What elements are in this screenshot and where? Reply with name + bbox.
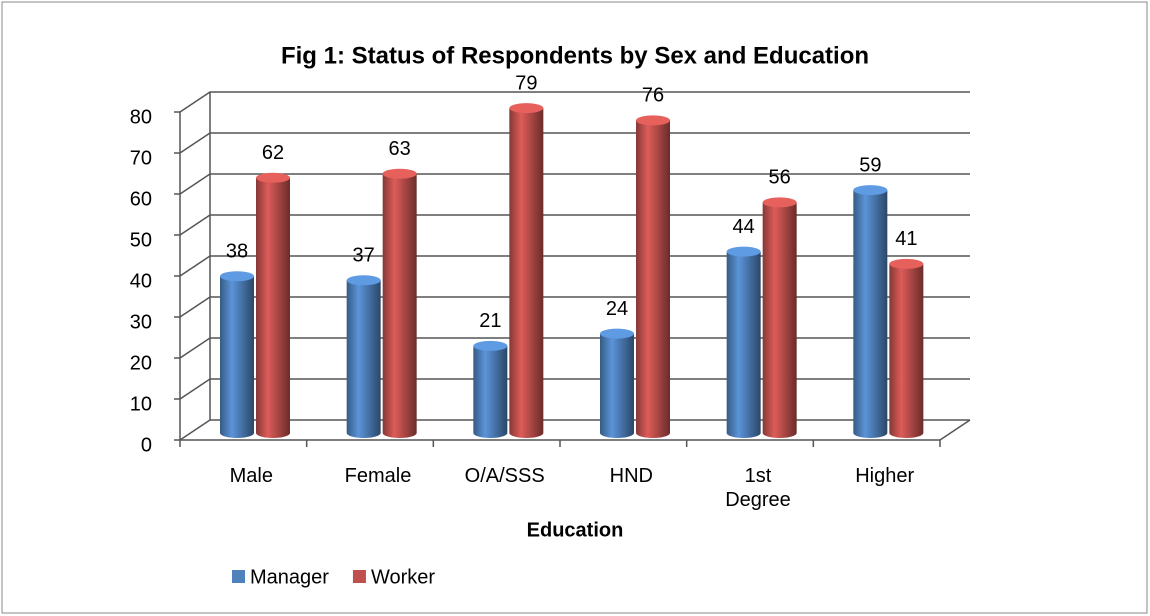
bar-top bbox=[762, 197, 797, 208]
value-label: 76 bbox=[642, 85, 664, 107]
y-tick-label: 20 bbox=[130, 352, 152, 374]
bar-top bbox=[726, 246, 761, 257]
y-tick-label: 50 bbox=[130, 229, 152, 251]
legend-swatch bbox=[352, 570, 366, 583]
bar-top bbox=[636, 115, 670, 126]
y-tick-label: 70 bbox=[130, 147, 152, 169]
x-tick-label: Female bbox=[344, 465, 412, 487]
value-label: 21 bbox=[479, 310, 501, 332]
x-tick-label: 1st Degree bbox=[725, 465, 791, 511]
bar bbox=[889, 263, 924, 438]
bar bbox=[256, 177, 290, 439]
bar-top bbox=[473, 340, 508, 351]
bar-top bbox=[509, 103, 544, 114]
bar-top bbox=[600, 328, 634, 339]
value-label: 24 bbox=[606, 298, 628, 320]
value-label: 44 bbox=[733, 216, 755, 238]
y-tick-label: 80 bbox=[130, 106, 152, 128]
bar bbox=[762, 202, 797, 438]
bar-top bbox=[889, 258, 924, 269]
bar bbox=[600, 333, 634, 438]
value-label: 79 bbox=[515, 72, 537, 94]
bar-top bbox=[220, 271, 254, 282]
legend-label: Worker bbox=[371, 566, 435, 588]
bar bbox=[346, 280, 381, 438]
y-tick-label: 0 bbox=[141, 434, 152, 456]
bar bbox=[220, 276, 254, 438]
bar-top bbox=[382, 168, 417, 179]
value-label: 41 bbox=[895, 228, 917, 250]
bar-top bbox=[256, 172, 290, 183]
bar bbox=[382, 173, 417, 438]
value-label: 56 bbox=[769, 167, 791, 189]
x-tick-label: O/A/SSS bbox=[464, 465, 545, 487]
bar bbox=[473, 345, 508, 438]
bar bbox=[853, 190, 888, 438]
y-tick-label: 60 bbox=[130, 188, 152, 210]
value-label: 62 bbox=[262, 142, 284, 164]
chart-title: Fig 1: Status of Respondents by Sex and … bbox=[281, 42, 869, 69]
bar-top bbox=[853, 185, 888, 196]
bar bbox=[726, 251, 761, 438]
value-label: 63 bbox=[389, 138, 411, 160]
y-tick-label: 10 bbox=[130, 393, 152, 415]
x-tick-label: Higher bbox=[855, 465, 915, 487]
y-tick-label: 40 bbox=[130, 270, 152, 292]
y-tick-label: 30 bbox=[130, 311, 152, 333]
x-axis-title: Education bbox=[527, 519, 624, 541]
legend-label: Manager bbox=[250, 566, 329, 588]
value-label: 59 bbox=[859, 154, 881, 176]
legend-swatch bbox=[232, 570, 245, 583]
x-tick-label: Male bbox=[229, 465, 273, 487]
value-label: 38 bbox=[226, 240, 248, 262]
bar bbox=[509, 108, 544, 438]
bar-top bbox=[346, 275, 381, 286]
bar bbox=[636, 120, 670, 439]
x-tick-label: HND bbox=[609, 465, 653, 487]
value-label: 37 bbox=[353, 245, 375, 267]
